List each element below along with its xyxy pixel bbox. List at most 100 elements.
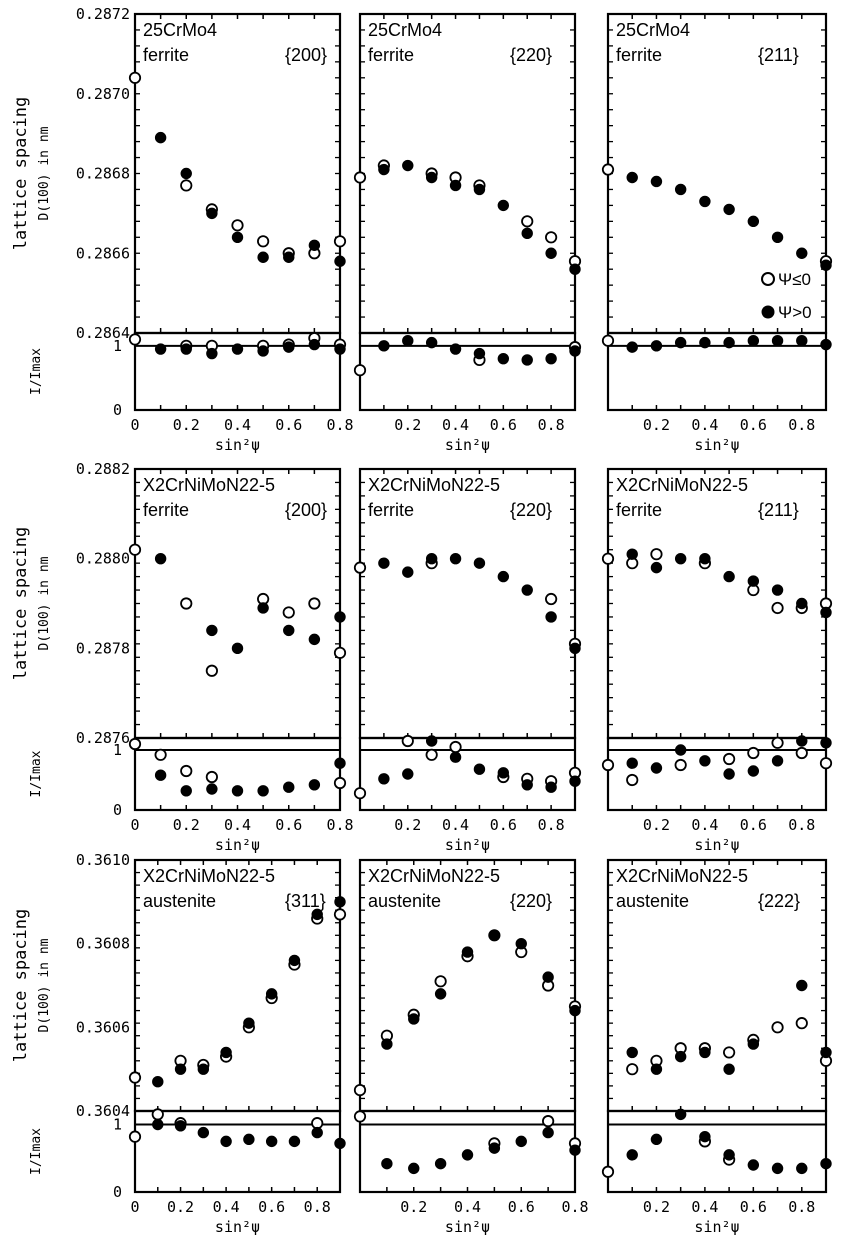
open-marker-psi-le-0 xyxy=(128,71,142,84)
legend-filled-label: Ψ>0 xyxy=(778,303,812,322)
intensity-filled-marker xyxy=(206,347,218,360)
open-marker-psi-le-0 xyxy=(353,171,367,184)
intensity-filled-marker xyxy=(402,768,414,780)
intensity-open-marker xyxy=(425,748,438,761)
x-axis-title: sin²ψ xyxy=(445,436,490,454)
filled-marker-psi-gt-0 xyxy=(334,255,346,267)
intensity-filled-marker xyxy=(473,763,486,775)
x-tick-label: 0.8 xyxy=(788,816,815,834)
intensity-filled-marker xyxy=(174,1120,187,1132)
panel-2-2: 0.2 0.4 0.6 0.8 sin²ψ X2CrNiMoN22-5 austenite {… xyxy=(601,858,833,1236)
intensity-filled-marker xyxy=(626,341,638,353)
intensity-filled-marker xyxy=(265,1135,278,1148)
intensity-open-marker xyxy=(353,364,367,377)
intensity-tick-label: 1 xyxy=(113,1116,122,1134)
filled-marker-psi-gt-0 xyxy=(334,611,346,623)
intensity-filled-marker xyxy=(206,783,218,795)
filled-marker-psi-gt-0 xyxy=(257,602,269,614)
legend: Ψ≤0 Ψ>0 xyxy=(761,270,812,322)
intensity-filled-marker xyxy=(243,1133,255,1146)
intensity-filled-marker xyxy=(425,735,438,747)
panel-phase-label: ferrite xyxy=(368,500,414,520)
intensity-filled-marker xyxy=(283,781,295,793)
y-tick-label: 0.2882 xyxy=(76,460,130,478)
open-marker-psi-le-0 xyxy=(434,975,447,988)
panel-0-1: 0.2 0.4 0.6 0.8 sin²ψ 25CrMo4 ferrite {220} xyxy=(353,12,582,454)
intensity-open-marker xyxy=(180,764,193,778)
intensity-filled-marker xyxy=(796,735,808,747)
open-marker-psi-le-0 xyxy=(723,1046,736,1059)
intensity-filled-marker xyxy=(311,1126,323,1139)
x-tick-label: 0.2 xyxy=(173,416,200,434)
intensity-filled-marker xyxy=(723,1149,735,1161)
panel-reflection-label: {311} xyxy=(285,891,326,911)
x-tick-label: 0.4 xyxy=(691,816,718,834)
intensity-filled-marker xyxy=(381,1157,393,1170)
intensity-open-marker xyxy=(771,736,784,749)
intensity-filled-marker xyxy=(723,336,735,349)
intensity-filled-marker xyxy=(699,1130,711,1143)
filled-marker-psi-gt-0 xyxy=(497,199,510,212)
filled-marker-psi-gt-0 xyxy=(461,946,474,958)
filled-marker-psi-gt-0 xyxy=(796,979,808,992)
filled-marker-psi-gt-0 xyxy=(288,954,301,967)
filled-marker-psi-gt-0 xyxy=(699,1046,711,1059)
x-tick-label: 0.4 xyxy=(224,416,251,434)
intensity-open-marker xyxy=(601,1165,615,1178)
panel-reflection-label: {200} xyxy=(285,45,327,65)
intensity-filled-marker xyxy=(674,744,687,756)
panel-alloy-label: 25CrMo4 xyxy=(368,20,442,40)
filled-marker-psi-gt-0 xyxy=(311,908,323,921)
open-marker-psi-le-0 xyxy=(795,1017,808,1030)
intensity-tick-label: 1 xyxy=(113,741,122,759)
intensity-filled-marker xyxy=(699,755,711,767)
filled-marker-psi-gt-0 xyxy=(699,195,711,208)
x-tick-label: 0.8 xyxy=(788,1198,815,1216)
intensity-plot-frame xyxy=(606,331,828,412)
intensity-filled-marker xyxy=(434,1157,447,1170)
intensity-filled-marker xyxy=(820,1157,832,1170)
filled-marker-psi-gt-0 xyxy=(650,175,663,188)
intensity-filled-marker xyxy=(723,768,735,780)
filled-marker-psi-gt-0 xyxy=(381,1038,393,1050)
intensity-filled-marker xyxy=(449,751,462,763)
y-tick-label: 0.2870 xyxy=(76,85,130,103)
intensity-open-marker xyxy=(128,1130,142,1143)
x-tick-label: 0.4 xyxy=(213,1198,240,1216)
intensity-filled-marker xyxy=(257,345,269,357)
filled-marker-psi-gt-0 xyxy=(674,552,687,565)
panel-1-2: 0.2 0.4 0.6 0.8 sin²ψ X2CrNiMoN22-5 ferrite {21… xyxy=(601,467,833,854)
intensity-axis-title: I/Imax xyxy=(29,1128,44,1175)
filled-marker-psi-gt-0 xyxy=(569,642,581,655)
filled-marker-psi-gt-0 xyxy=(521,227,533,240)
filled-marker-psi-gt-0 xyxy=(243,1017,255,1029)
intensity-open-marker xyxy=(128,737,142,751)
x-axis-title: sin²ψ xyxy=(215,836,260,854)
x-tick-label: 0.6 xyxy=(740,416,767,434)
y-tick-label: 0.2876 xyxy=(76,729,130,747)
y-axis-subtitle: D(100) in nm xyxy=(37,126,52,220)
x-tick-label: 0.2 xyxy=(394,416,421,434)
filled-marker-psi-gt-0 xyxy=(771,231,784,244)
panel-1-1: 0.2 0.4 0.6 0.8 sin²ψ X2CrNiMoN22-5 ferrite {22… xyxy=(353,467,582,854)
y-tick-label: 0.3608 xyxy=(76,935,130,953)
filled-marker-psi-gt-0 xyxy=(283,624,295,637)
panel-phase-label: austenite xyxy=(143,891,216,911)
filled-marker-psi-gt-0 xyxy=(545,247,557,259)
intensity-open-marker xyxy=(151,1108,164,1121)
y-axis-subtitle: D(100) in nm xyxy=(37,556,52,650)
intensity-filled-marker xyxy=(152,1118,164,1131)
intensity-filled-marker xyxy=(334,1137,346,1150)
filled-marker-psi-gt-0 xyxy=(699,552,711,565)
intensity-filled-marker xyxy=(650,340,663,352)
legend-open-marker xyxy=(761,272,775,286)
intensity-filled-marker xyxy=(425,336,438,349)
panel-reflection-label: {211} xyxy=(758,45,799,65)
intensity-filled-marker xyxy=(820,338,832,351)
panel-0-0: 0 0.2 0.4 0.6 0.8 sin²ψ 25CrMo4 ferrite {200} xyxy=(128,12,354,454)
x-axis-title: sin²ψ xyxy=(694,836,739,854)
y-axis-title: lattice spacing xyxy=(11,97,31,251)
y-tick-label: 0.3606 xyxy=(76,1018,130,1036)
x-tick-label: 0.2 xyxy=(167,1198,194,1216)
